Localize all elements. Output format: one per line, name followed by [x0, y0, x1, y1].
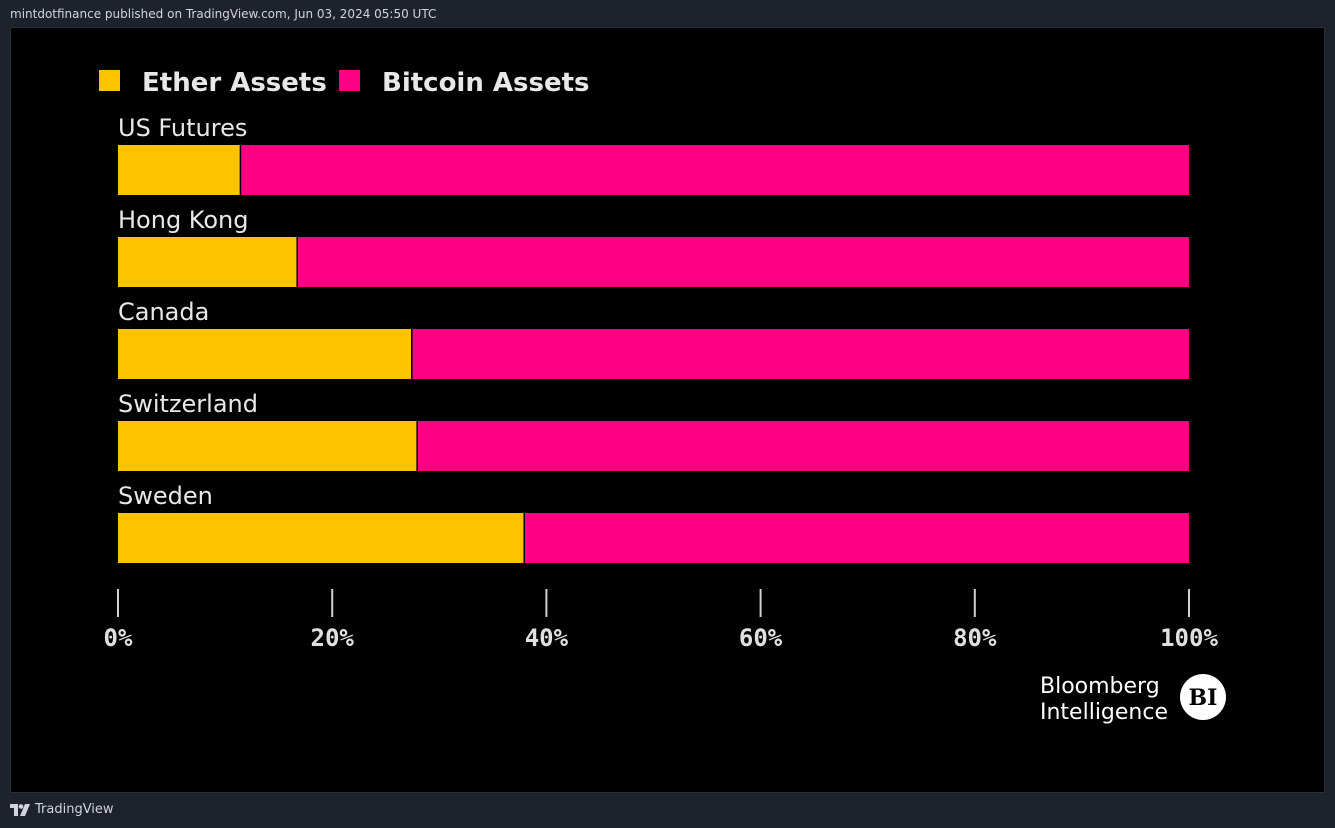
category-label: Switzerland: [118, 390, 258, 418]
bitcoin-bar: [241, 145, 1190, 195]
bi-badge-icon: [1180, 674, 1226, 720]
ether-bar: [118, 329, 412, 379]
bitcoin-bar: [297, 237, 1190, 287]
category-label: Canada: [118, 298, 209, 326]
x-tick-label: 80%: [953, 624, 997, 652]
chart-svg: Ether Assets Bitcoin Assets US Futures Hong…: [99, 68, 1226, 725]
category-label: US Futures: [118, 114, 247, 142]
bitcoin-bar: [412, 329, 1189, 379]
intelligence-label: Intelligence: [1040, 700, 1168, 725]
x-tick-label: 40%: [525, 624, 569, 652]
bitcoin-bar: [417, 421, 1189, 471]
legend-swatch-bitcoin: [339, 70, 360, 91]
ether-bar: [118, 421, 417, 471]
published-caption: mintdotfinance published on TradingView.…: [10, 7, 437, 21]
tradingview-footer[interactable]: TradingView: [10, 802, 114, 817]
legend-swatch-ether: [99, 70, 120, 91]
bitcoin-bar: [524, 513, 1189, 563]
ether-bar: [118, 145, 240, 195]
category-label: Sweden: [118, 482, 213, 510]
bloomberg-label: Bloomberg: [1040, 674, 1160, 699]
legend-label-bitcoin: Bitcoin Assets: [382, 68, 590, 98]
x-tick-label: 0%: [104, 624, 133, 652]
x-tick-label: 60%: [739, 624, 783, 652]
x-tick-label: 100%: [1160, 624, 1218, 652]
bi-badge-label: BI: [1189, 685, 1218, 711]
chart-frame: Ether Assets Bitcoin Assets US Futures Hong…: [10, 27, 1325, 793]
tradingview-logo-icon: [10, 803, 30, 816]
ether-bar: [118, 513, 524, 563]
tradingview-brand: TradingView: [35, 802, 114, 817]
x-tick-label: 20%: [311, 624, 355, 652]
ether-bar: [118, 237, 297, 287]
category-label: Hong Kong: [118, 206, 248, 234]
legend-label-ether: Ether Assets: [142, 68, 327, 98]
